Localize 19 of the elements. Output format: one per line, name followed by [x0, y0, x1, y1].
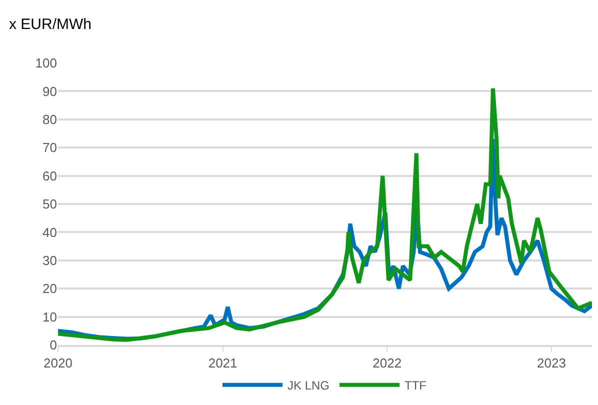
y-tick-label: 70: [42, 140, 57, 156]
y-tick-label: 60: [42, 168, 57, 184]
y-tick-label: 0: [50, 338, 57, 353]
line-series: [58, 86, 592, 342]
x-tick-label: 2021: [208, 356, 238, 371]
y-tick-label: 10: [42, 309, 57, 324]
x-tick-label: 2020: [44, 356, 72, 371]
y-axis-title: x EUR/MWh: [9, 16, 92, 33]
y-tick-label: 20: [42, 281, 57, 296]
x-tick-label: 2023: [537, 356, 566, 371]
y-tick-label: 40: [42, 224, 57, 240]
y-tick-label: 50: [42, 196, 57, 212]
y-tick-label: 90: [42, 84, 57, 99]
x-tick-label: 2022: [372, 356, 402, 371]
y-tick-label: 100: [35, 56, 57, 71]
legend-label: JK LNG: [288, 378, 330, 393]
y-tick-label: 30: [42, 252, 57, 268]
legend-label: TTF: [404, 378, 427, 393]
y-tick-label: 80: [42, 112, 57, 127]
